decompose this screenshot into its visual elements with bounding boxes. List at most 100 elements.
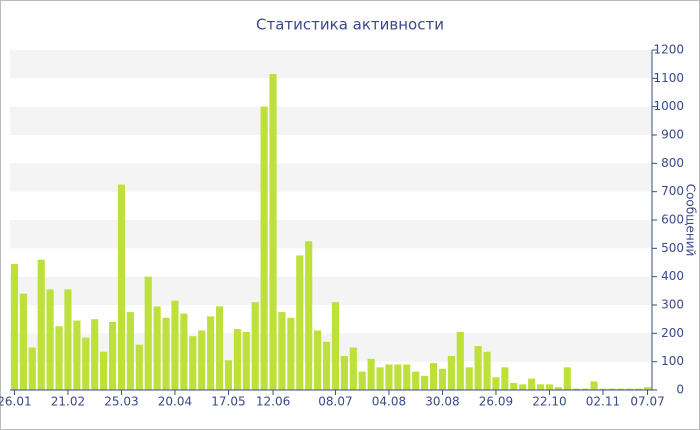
bar <box>554 387 562 390</box>
bar <box>215 306 224 390</box>
bar <box>233 329 241 390</box>
y-axis-label: Сообщений <box>684 184 698 257</box>
bar <box>126 312 134 390</box>
bar <box>429 363 438 390</box>
bar <box>260 106 268 391</box>
bar <box>617 388 625 390</box>
bar <box>412 371 420 390</box>
bar <box>465 367 473 390</box>
bar <box>278 312 286 390</box>
y-tick-label: 1000 <box>653 99 684 113</box>
bar <box>251 302 259 390</box>
bar <box>340 356 348 390</box>
y-tick-label: 400 <box>661 269 684 283</box>
grid-band <box>10 276 652 305</box>
x-tick-label: 20.04 <box>158 395 192 409</box>
bar <box>590 381 598 390</box>
x-tick-label: 25.03 <box>104 395 138 409</box>
x-tick-label: 30.08 <box>425 395 459 409</box>
y-tick-label: 100 <box>661 354 684 368</box>
bar <box>545 384 554 390</box>
x-tick-label: 26.01 <box>0 395 32 409</box>
bar <box>296 255 304 390</box>
bar <box>572 388 580 390</box>
bar <box>608 388 616 390</box>
grid-band <box>10 220 652 249</box>
bar <box>447 356 455 390</box>
bar <box>349 347 357 390</box>
bar <box>358 371 366 390</box>
y-tick-label: 300 <box>661 298 684 312</box>
bar <box>91 319 99 390</box>
bar <box>135 344 143 390</box>
x-tick-label: 21.02 <box>51 395 85 409</box>
x-tick-label: 12.06 <box>256 395 290 409</box>
bar <box>403 364 411 390</box>
bar <box>189 336 197 390</box>
bar <box>635 388 643 390</box>
bar <box>563 367 571 390</box>
y-tick-label: 0 <box>676 383 684 397</box>
bar <box>117 184 126 390</box>
x-tick-label: 04.08 <box>372 395 406 409</box>
bar <box>224 360 233 390</box>
bar <box>207 316 215 390</box>
y-tick-label: 500 <box>661 241 684 255</box>
bar <box>483 351 491 390</box>
bar <box>314 330 322 390</box>
bar <box>510 382 518 390</box>
bar <box>305 241 313 390</box>
chart-title: Статистика активности <box>256 16 444 34</box>
grid-band <box>10 163 652 192</box>
bar <box>269 74 277 390</box>
bar <box>10 263 19 390</box>
bar <box>162 317 170 390</box>
bar <box>394 364 402 390</box>
bar <box>438 368 447 390</box>
bar <box>519 384 527 390</box>
y-tick-label: 900 <box>661 128 684 142</box>
bar <box>376 367 384 390</box>
x-tick-label: 08.07 <box>318 395 352 409</box>
bar <box>536 384 545 390</box>
bar <box>581 388 589 390</box>
grid-band <box>10 50 652 79</box>
y-tick-label: 1100 <box>653 71 684 85</box>
bar <box>421 375 429 390</box>
bar <box>46 289 54 390</box>
x-tick-label: 02.11 <box>586 395 620 409</box>
bar <box>643 387 652 390</box>
bar <box>100 351 108 390</box>
bar <box>180 313 188 390</box>
bar <box>82 337 90 390</box>
bar <box>64 289 72 390</box>
bar <box>456 331 464 390</box>
bar <box>28 347 36 390</box>
y-tick-label: 700 <box>661 184 684 198</box>
bar <box>322 341 331 390</box>
bar <box>108 322 117 390</box>
bar <box>385 364 393 390</box>
bar <box>331 302 340 390</box>
bar <box>242 331 250 390</box>
x-tick-label: 22.10 <box>532 395 566 409</box>
bar <box>171 300 179 390</box>
bar <box>599 388 607 390</box>
bar <box>287 317 295 390</box>
grid-band <box>10 333 652 362</box>
y-tick-label: 600 <box>661 213 684 227</box>
bar <box>37 259 45 390</box>
y-tick-label: 1200 <box>653 43 684 57</box>
bar <box>528 378 536 390</box>
x-tick-label: 07.07 <box>630 395 664 409</box>
bar <box>144 276 152 390</box>
bar <box>19 293 27 390</box>
x-tick-label: 17.05 <box>211 395 245 409</box>
bar <box>474 346 482 390</box>
y-tick-label: 200 <box>661 326 684 340</box>
bar <box>492 377 500 390</box>
bar <box>198 330 206 390</box>
bar <box>626 388 634 390</box>
y-tick-label: 800 <box>661 156 684 170</box>
